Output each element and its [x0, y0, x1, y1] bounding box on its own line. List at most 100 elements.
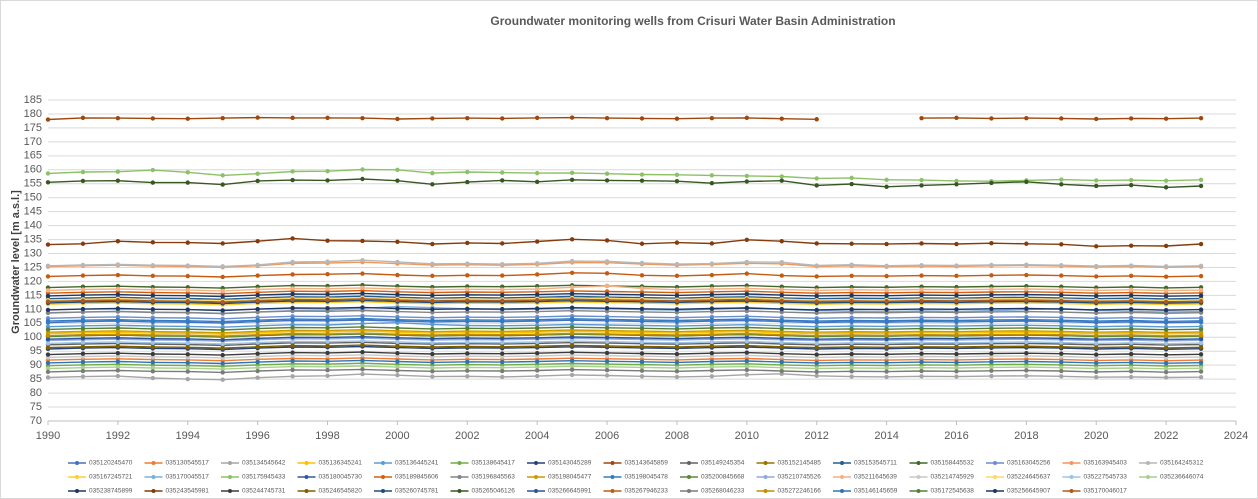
- data-point: [744, 325, 750, 330]
- data-point: [604, 259, 610, 264]
- x-tick-label: 2012: [804, 430, 828, 442]
- data-point: [115, 317, 121, 322]
- data-point: [185, 263, 190, 268]
- data-point: [465, 169, 470, 175]
- data-point: [954, 318, 959, 323]
- data-point: [954, 326, 959, 332]
- data-point: [255, 178, 260, 184]
- data-point: [779, 336, 784, 341]
- series-line: [47, 299, 1202, 305]
- series: [45, 258, 1204, 269]
- data-point: [80, 292, 86, 298]
- data-point: [534, 359, 540, 364]
- legend-marker: [993, 489, 997, 493]
- data-point: [185, 336, 190, 342]
- data-point: [430, 293, 435, 298]
- data-point: [709, 331, 715, 337]
- data-point: [465, 317, 470, 323]
- legend-marker: [457, 475, 462, 479]
- data-point: [80, 309, 86, 315]
- data-point: [569, 325, 575, 330]
- data-point: [115, 306, 121, 311]
- data-point: [430, 340, 435, 346]
- data-point: [709, 241, 715, 246]
- y-tick-label: 105: [24, 317, 42, 329]
- data-point: [954, 298, 959, 304]
- data-point: [115, 178, 121, 183]
- data-point: [395, 272, 400, 278]
- legend-label: 035130545517: [166, 460, 210, 467]
- data-point: [185, 333, 190, 338]
- data-point: [500, 241, 505, 246]
- data-point: [884, 177, 889, 183]
- data-point: [849, 175, 854, 181]
- data-point: [430, 369, 435, 374]
- data-point: [744, 364, 750, 369]
- data-point: [185, 307, 190, 312]
- data-point: [150, 310, 156, 315]
- data-point: [1094, 327, 1099, 332]
- data-point: [1024, 115, 1029, 121]
- data-point: [430, 332, 435, 338]
- data-point: [325, 359, 330, 364]
- data-point: [395, 320, 400, 325]
- legend-marker: [381, 461, 385, 465]
- data-point: [709, 359, 715, 364]
- data-point: [80, 178, 86, 184]
- legend-label: 035120245470: [89, 460, 133, 467]
- data-point: [500, 351, 505, 356]
- data-point: [360, 330, 365, 336]
- chart-title: Groundwater monitoring wells from Crisur…: [490, 14, 895, 28]
- data-point: [1163, 327, 1169, 332]
- data-point: [1198, 115, 1204, 121]
- data-point: [1024, 309, 1029, 314]
- data-point: [45, 274, 51, 279]
- data-point: [1024, 343, 1029, 349]
- data-point: [919, 332, 924, 337]
- data-point: [1198, 299, 1204, 304]
- data-point: [1163, 243, 1169, 249]
- data-point: [954, 365, 959, 371]
- legend-marker: [763, 475, 768, 479]
- data-point: [884, 336, 889, 342]
- legend-label: 035243545981: [166, 488, 210, 495]
- data-point: [569, 305, 575, 310]
- data-point: [1198, 369, 1204, 374]
- data-point: [465, 261, 470, 266]
- data-point: [150, 344, 156, 350]
- data-point: [290, 297, 295, 302]
- data-point: [80, 115, 86, 121]
- data-point: [430, 360, 435, 365]
- legend-marker: [993, 475, 997, 479]
- series-line: [47, 337, 1202, 342]
- data-point: [989, 309, 994, 315]
- data-point: [255, 344, 260, 349]
- data-point: [604, 350, 610, 356]
- data-point: [849, 318, 854, 323]
- series-line: [47, 328, 1202, 334]
- x-tick-label: 2004: [525, 430, 549, 442]
- data-point: [709, 306, 715, 311]
- series-line: [47, 272, 1202, 278]
- data-point: [430, 182, 435, 187]
- data-point: [849, 326, 854, 332]
- data-point: [430, 241, 435, 247]
- data-point: [534, 261, 540, 266]
- legend-label: 035143045289: [548, 460, 592, 467]
- data-point: [325, 350, 330, 356]
- data-point: [674, 340, 680, 346]
- legend-marker: [687, 461, 691, 465]
- data-point: [534, 239, 540, 244]
- data-point: [1198, 374, 1204, 380]
- data-point: [500, 374, 505, 380]
- data-point: [1059, 368, 1064, 374]
- data-point: [290, 177, 295, 183]
- data-point: [1128, 336, 1134, 341]
- y-tick-label: 130: [24, 247, 42, 259]
- data-point: [255, 365, 260, 370]
- legend-marker: [304, 489, 309, 493]
- data-point: [220, 264, 225, 269]
- data-point: [220, 308, 225, 313]
- legend-marker: [687, 475, 691, 479]
- data-point: [220, 337, 225, 342]
